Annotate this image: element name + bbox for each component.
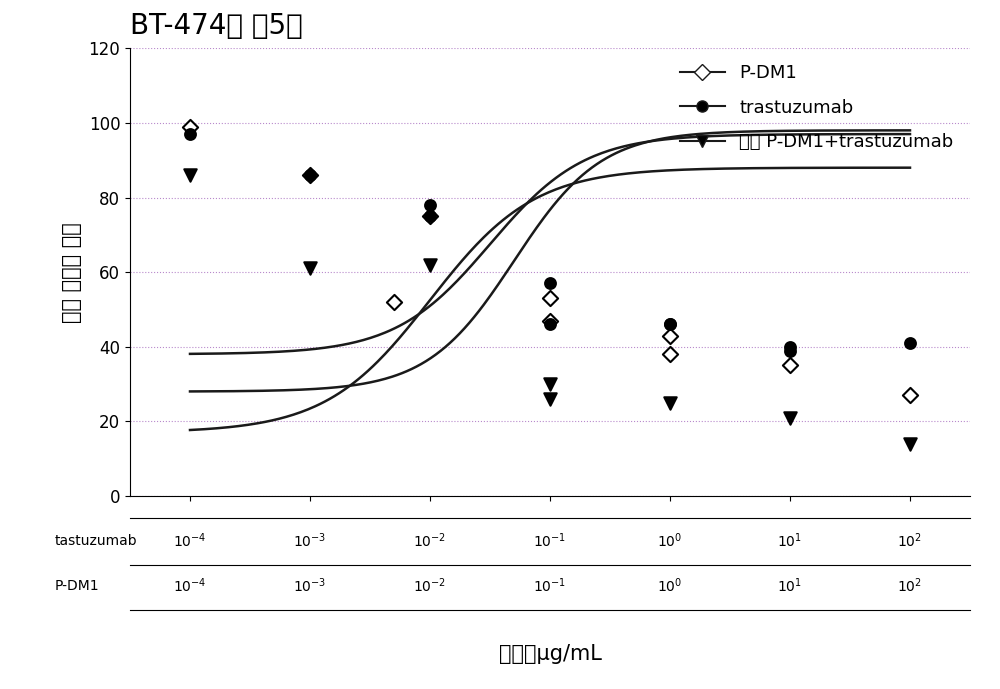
Point [302, 263, 318, 274]
Text: $10^{-2}$: $10^{-2}$ [413, 532, 447, 550]
Text: $10^{-2}$: $10^{-2}$ [413, 577, 447, 595]
Text: tastuzumab: tastuzumab [54, 534, 137, 548]
Point [422, 211, 438, 222]
Point [662, 349, 678, 360]
Point [542, 379, 558, 390]
Text: $10^{-4}$: $10^{-4}$ [173, 577, 207, 595]
Point [542, 315, 558, 326]
Point [542, 278, 558, 289]
Point [902, 390, 918, 401]
Point [782, 360, 798, 371]
Text: P-DM1: P-DM1 [54, 579, 99, 593]
Point [782, 412, 798, 423]
Point [782, 341, 798, 352]
Text: $10^{-4}$: $10^{-4}$ [173, 532, 207, 550]
Text: $10^{0}$: $10^{0}$ [657, 532, 683, 550]
Text: $10^{0}$: $10^{0}$ [657, 577, 683, 595]
Point [662, 319, 678, 330]
Point [662, 319, 678, 330]
Text: $10^{1}$: $10^{1}$ [777, 532, 803, 550]
Point [182, 169, 198, 181]
Point [902, 438, 918, 449]
Text: $10^{-3}$: $10^{-3}$ [293, 532, 327, 550]
Text: $10^{-3}$: $10^{-3}$ [293, 577, 327, 595]
Point [542, 293, 558, 304]
Text: $10^{-1}$: $10^{-1}$ [533, 532, 567, 550]
Point [422, 259, 438, 270]
Point [386, 296, 402, 307]
Point [542, 393, 558, 404]
Point [782, 345, 798, 356]
Y-axis label: 细胞 存活百 分数: 细胞 存活百 分数 [62, 222, 82, 322]
Point [662, 330, 678, 341]
Point [182, 129, 198, 140]
Point [182, 121, 198, 132]
Point [302, 169, 318, 181]
Point [422, 200, 438, 211]
Text: $10^{2}$: $10^{2}$ [897, 532, 923, 550]
Point [542, 319, 558, 330]
Legend: P-DM1, trastuzumab, 组合 P-DM1+trastuzumab: P-DM1, trastuzumab, 组合 P-DM1+trastuzumab [673, 57, 961, 158]
Text: $10^{2}$: $10^{2}$ [897, 577, 923, 595]
Text: $10^{1}$: $10^{1}$ [777, 577, 803, 595]
Point [662, 398, 678, 409]
Point [422, 211, 438, 222]
Point [302, 169, 318, 181]
Text: 浓度，μg/mL: 浓度，μg/mL [499, 644, 601, 664]
Text: BT-474增 殖5天: BT-474增 殖5天 [130, 12, 303, 41]
Point [902, 338, 918, 349]
Text: $10^{-1}$: $10^{-1}$ [533, 577, 567, 595]
